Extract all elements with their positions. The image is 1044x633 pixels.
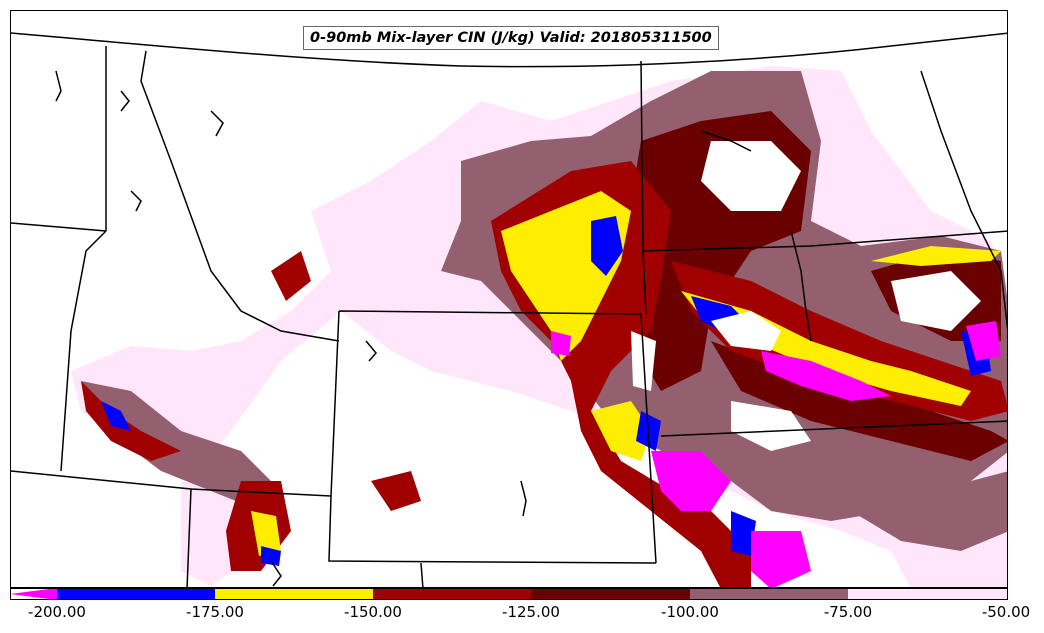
colorbar-bin-neg200-neg175 xyxy=(57,588,215,600)
colorbar-tick-label: -50.00 xyxy=(981,603,1031,621)
colorbar-bin-neg75-neg50 xyxy=(848,588,1008,600)
map-panel: 0-90mb Mix-layer CIN (J/kg) Valid: 20180… xyxy=(10,10,1008,588)
colorbar-tick-label: -175.00 xyxy=(186,603,244,621)
colorbar-lower-arrow xyxy=(10,588,57,600)
colorbar-bin-neg100-neg75 xyxy=(690,588,848,600)
colorbar xyxy=(10,588,1008,600)
colorbar-bin-neg175-neg150 xyxy=(215,588,373,600)
colorbar-tick-label: -100.00 xyxy=(661,603,719,621)
international-border xyxy=(11,32,1007,68)
state-boundaries xyxy=(11,46,1007,587)
colorbar-bin-neg150-neg125 xyxy=(373,588,531,600)
cin-map xyxy=(11,32,1007,587)
colorbar-tick-label: -75.00 xyxy=(823,603,873,621)
colorbar-tick-label: -150.00 xyxy=(344,603,402,621)
coastline xyxy=(920,70,1007,331)
colorbar-tick-label: -125.00 xyxy=(502,603,560,621)
river-border xyxy=(790,230,812,342)
map-boundaries xyxy=(11,32,1007,587)
colorbar-bin-neg125-neg100 xyxy=(531,588,690,600)
map-title: 0-90mb Mix-layer CIN (J/kg) Valid: 20180… xyxy=(303,26,719,50)
colorbar-tick-label: -200.00 xyxy=(28,603,86,621)
lakes xyxy=(55,70,752,587)
cin-band-lt-neg200 xyxy=(551,321,1001,587)
colorbar-outline xyxy=(10,588,1008,600)
